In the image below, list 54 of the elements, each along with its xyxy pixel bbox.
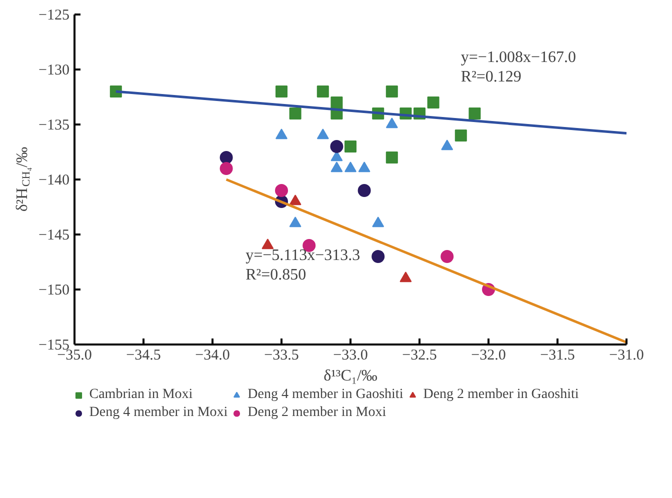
y-tick-label: −145 xyxy=(38,228,70,244)
point xyxy=(330,162,343,172)
point xyxy=(262,238,274,250)
point xyxy=(316,128,329,140)
point xyxy=(289,194,302,206)
point xyxy=(220,162,233,175)
x-tick-label: −32.0 xyxy=(471,348,506,364)
legend-label: Deng 4 member in Gaoshiti xyxy=(248,387,404,403)
x-tick-label: −34.0 xyxy=(195,348,230,364)
point xyxy=(386,118,398,128)
x-tick-label: −33.5 xyxy=(264,348,299,364)
point xyxy=(330,140,344,153)
point xyxy=(316,86,329,98)
legend-label: Cambrian in Moxi xyxy=(89,387,193,403)
annotation: R²=0.850 xyxy=(246,266,306,284)
point xyxy=(358,162,370,172)
point xyxy=(468,108,481,120)
point xyxy=(289,216,302,228)
point xyxy=(220,151,233,164)
point xyxy=(386,86,398,98)
point xyxy=(440,250,454,263)
x-tick-label: −33.0 xyxy=(333,348,368,364)
point xyxy=(386,152,398,164)
y-axis-title: δ²HCH₄/‰ xyxy=(14,146,32,212)
point xyxy=(276,128,288,140)
point xyxy=(344,140,356,152)
point xyxy=(427,96,440,108)
y-tick-label: −140 xyxy=(38,172,70,188)
annotation: y=−1.008x−167.0 xyxy=(460,48,576,66)
point xyxy=(358,184,371,197)
point xyxy=(372,250,385,263)
y-tick-label: −130 xyxy=(38,62,70,78)
x-tick-label: −31.0 xyxy=(609,348,644,364)
x-tick-label: −32.5 xyxy=(402,348,437,364)
annotation: R²=0.129 xyxy=(460,68,522,86)
legend-label: Deng 4 member in Moxi xyxy=(89,405,228,421)
point xyxy=(344,162,356,172)
point xyxy=(372,216,384,228)
point xyxy=(276,86,288,98)
legend-label: Deng 2 member in Gaoshiti xyxy=(423,387,579,403)
y-tick-label: −135 xyxy=(38,118,70,134)
point xyxy=(441,140,454,150)
y-tick-label: −150 xyxy=(38,282,70,298)
x-axis-title: δ¹³C₁/‰ xyxy=(324,368,378,384)
x-tick-label: −31.5 xyxy=(540,348,575,364)
point xyxy=(275,184,288,197)
y-tick-label: −125 xyxy=(38,8,70,24)
point xyxy=(330,96,343,108)
point xyxy=(289,108,302,120)
annotation: y=−5.113x−313.3 xyxy=(246,246,360,264)
x-tick-label: −34.5 xyxy=(126,348,161,364)
point xyxy=(454,130,467,142)
legend-label: Deng 2 member in Moxi xyxy=(248,405,386,421)
point xyxy=(400,272,412,282)
